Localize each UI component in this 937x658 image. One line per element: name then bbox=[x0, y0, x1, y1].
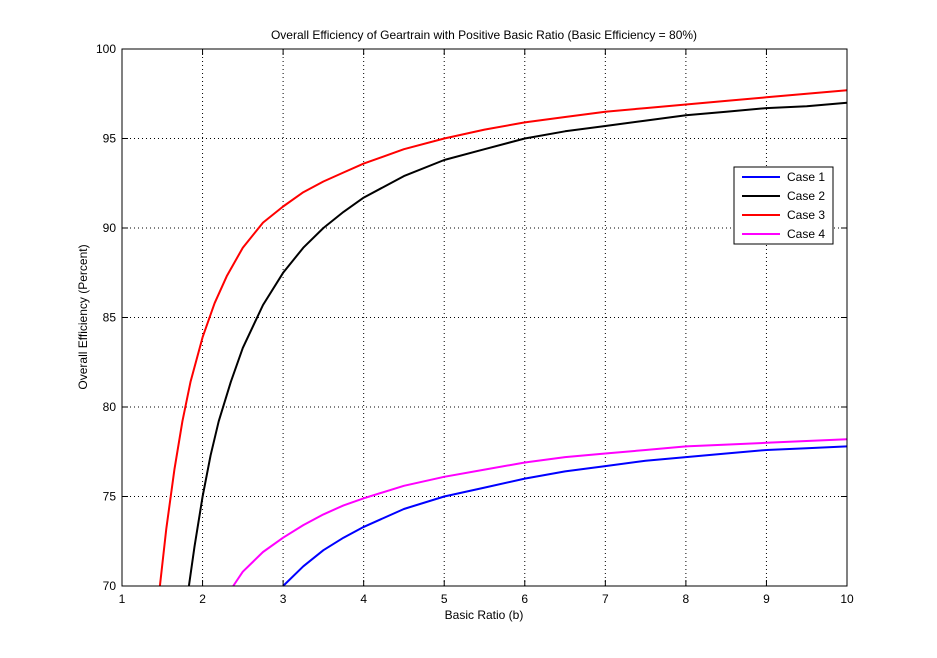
series-line-case-2 bbox=[187, 101, 848, 587]
y-axis-label: Overall Efficiency (Percent) bbox=[76, 244, 90, 389]
y-tick-label: 75 bbox=[103, 490, 117, 504]
y-tick-label: 70 bbox=[103, 579, 117, 593]
y-tick-label: 95 bbox=[103, 132, 117, 146]
x-tick-labels: 1 2 3 4 5 6 7 8 9 10 bbox=[119, 592, 854, 606]
series-lines bbox=[158, 89, 848, 587]
x-tick-label: 6 bbox=[521, 592, 528, 606]
grid bbox=[122, 49, 847, 586]
x-tick-label: 2 bbox=[199, 592, 206, 606]
y-tick-labels: 70 75 80 85 90 95 100 bbox=[96, 42, 116, 593]
x-tick-label: 4 bbox=[360, 592, 367, 606]
x-axis-label: Basic Ratio (b) bbox=[445, 608, 524, 622]
legend-items: Case 1 Case 2 Case 3 Case 4 bbox=[742, 170, 825, 241]
axis-ticks bbox=[121, 48, 848, 587]
legend: Case 1 Case 2 Case 3 Case 4 bbox=[733, 166, 834, 245]
y-tick-label: 80 bbox=[103, 400, 117, 414]
x-tick-label: 5 bbox=[441, 592, 448, 606]
x-tick-label: 9 bbox=[763, 592, 770, 606]
y-tick-label: 90 bbox=[103, 221, 117, 235]
y-tick-label: 85 bbox=[103, 311, 117, 325]
legend-box bbox=[733, 166, 834, 245]
series-line-case-3 bbox=[158, 89, 848, 587]
legend-label-case-1: Case 1 bbox=[787, 170, 825, 184]
series-line-case-1 bbox=[282, 445, 848, 587]
series-line-case-4 bbox=[232, 438, 848, 587]
x-tick-label: 7 bbox=[602, 592, 609, 606]
x-tick-label: 8 bbox=[683, 592, 690, 606]
legend-label-case-2: Case 2 bbox=[787, 189, 825, 203]
legend-label-case-4: Case 4 bbox=[787, 227, 825, 241]
x-tick-label: 1 bbox=[119, 592, 126, 606]
legend-label-case-3: Case 3 bbox=[787, 208, 825, 222]
chart-title: Overall Efficiency of Geartrain with Pos… bbox=[271, 28, 697, 42]
x-tick-label: 3 bbox=[280, 592, 287, 606]
y-tick-label: 100 bbox=[96, 42, 116, 56]
x-tick-label: 10 bbox=[840, 592, 854, 606]
